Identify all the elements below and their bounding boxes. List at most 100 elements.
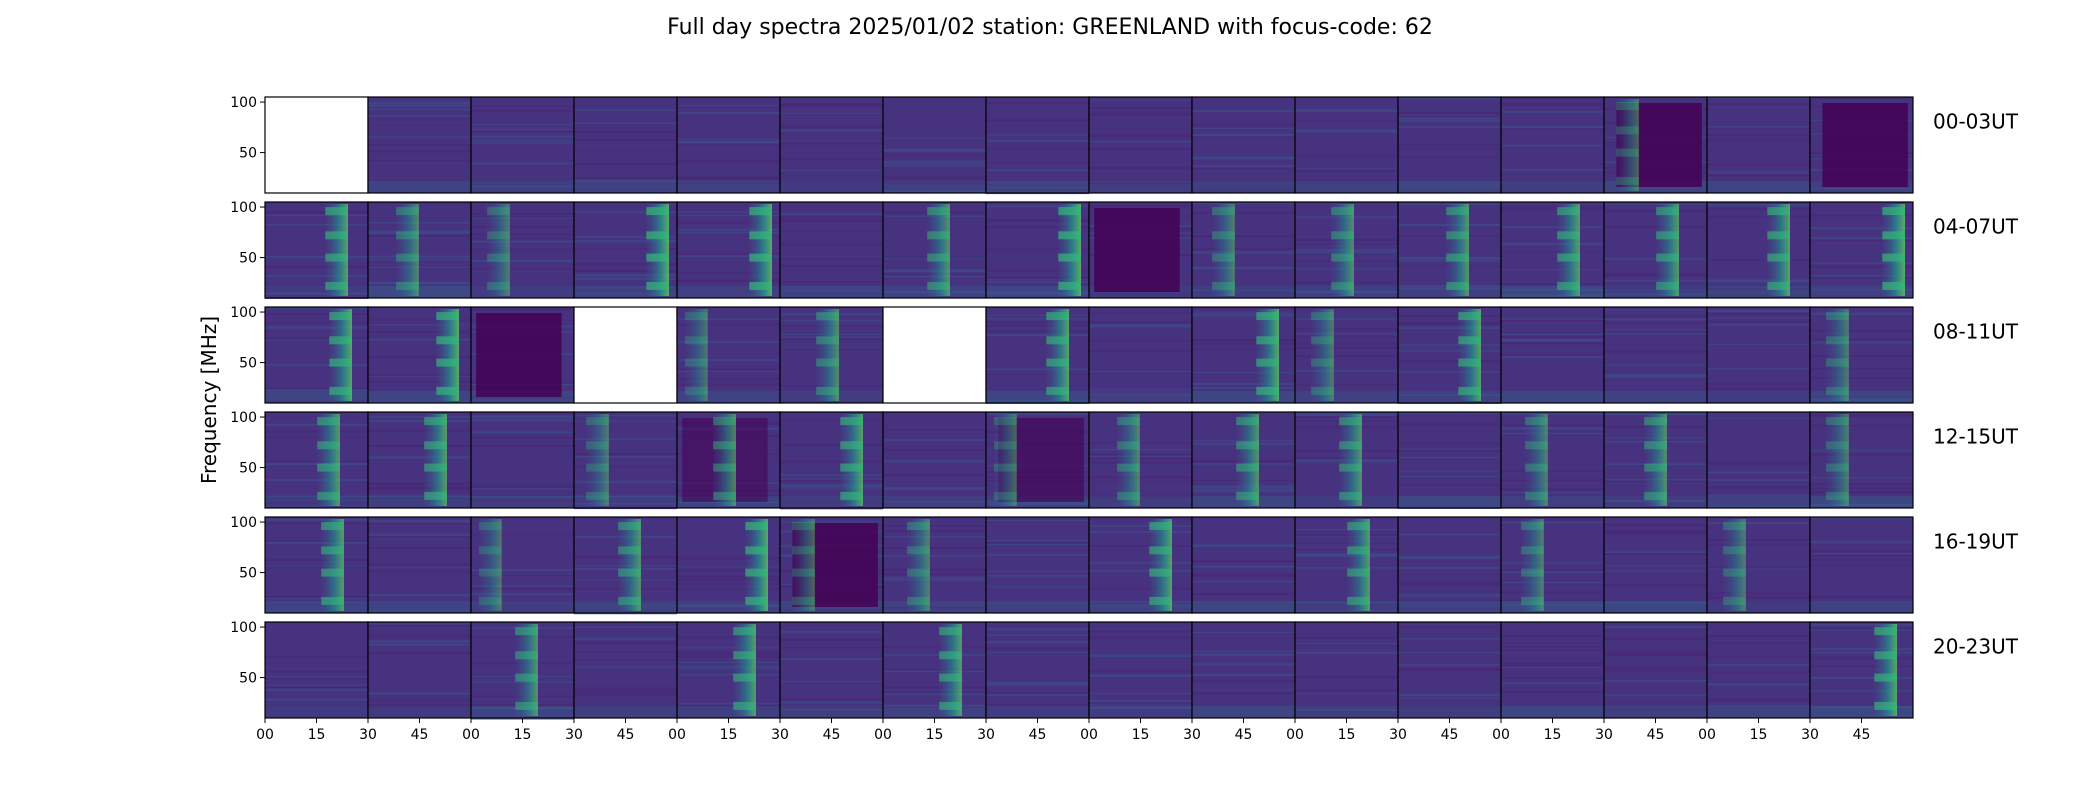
spectral-line — [883, 690, 986, 693]
spectrum-panel — [1809, 621, 1914, 719]
noise-band — [1707, 705, 1810, 718]
spectral-line — [471, 226, 574, 228]
spectral-line — [1398, 584, 1501, 586]
spectrum-panel — [1294, 201, 1399, 299]
spectral-line — [471, 142, 574, 144]
burst-band — [479, 546, 502, 555]
noise-band — [1089, 705, 1192, 718]
spectrum-panel — [367, 201, 472, 299]
spectrum-panel — [1706, 96, 1811, 194]
spectral-line — [1810, 238, 1913, 241]
spectrum-panel — [1088, 201, 1193, 299]
burst-band — [396, 253, 419, 262]
spectral-line — [1295, 155, 1398, 158]
radio-burst — [1117, 414, 1140, 506]
spectral-line — [986, 694, 1089, 696]
spectrum-panel — [1706, 516, 1811, 614]
spectral-line — [1501, 226, 1604, 229]
spectral-line — [368, 416, 471, 418]
spectral-line — [1398, 448, 1501, 450]
spectral-line — [1192, 348, 1295, 351]
spectral-line — [1501, 243, 1604, 246]
spectral-line — [265, 460, 368, 463]
spectral-line — [677, 272, 780, 274]
spectral-line — [1707, 139, 1810, 142]
spectral-line — [1295, 529, 1398, 531]
noise-band — [265, 390, 368, 403]
burst-band — [1058, 281, 1081, 290]
burst-band — [424, 491, 447, 500]
spectral-line — [1089, 495, 1192, 498]
spectral-line — [677, 214, 780, 217]
spectral-line — [368, 374, 471, 377]
spectral-line — [368, 692, 471, 695]
spectral-line — [883, 530, 986, 532]
burst-band — [1149, 546, 1172, 555]
row-time-label: 04-07UT — [1933, 215, 2019, 239]
spectral-line — [1501, 479, 1604, 482]
spectral-line — [1810, 377, 1913, 379]
panel-background — [1398, 307, 1501, 403]
burst-band — [745, 568, 768, 577]
spectral-line — [1398, 143, 1501, 146]
spectral-line — [986, 162, 1089, 164]
spectral-line — [1604, 333, 1707, 335]
noise-band — [574, 705, 677, 718]
spectral-line — [1810, 487, 1913, 490]
spectral-line — [574, 177, 677, 180]
spectrum-panel — [264, 621, 369, 719]
quiet-region — [1094, 208, 1180, 292]
noise-band — [368, 705, 471, 718]
burst-band — [1347, 546, 1370, 555]
radio-burst — [927, 204, 950, 296]
spectral-line — [368, 356, 471, 358]
spectral-line — [1707, 125, 1810, 128]
spectral-line — [471, 216, 574, 218]
spectral-line — [1810, 624, 1913, 626]
burst-band — [329, 386, 352, 395]
burst-band — [685, 336, 708, 345]
spectral-line — [471, 308, 574, 311]
spectral-line — [883, 149, 986, 152]
panel-background — [471, 97, 574, 193]
spectral-line — [1501, 208, 1604, 211]
spectral-line — [1089, 442, 1192, 444]
spectral-line — [1810, 651, 1913, 654]
spectral-line — [1707, 705, 1810, 707]
spectral-line — [1707, 387, 1810, 390]
spectral-line — [883, 693, 986, 696]
spectral-line — [986, 400, 1089, 402]
spectral-line — [1295, 676, 1398, 678]
spectral-line — [1810, 665, 1913, 667]
burst-band — [1149, 522, 1172, 531]
spectrum-panel — [573, 621, 678, 719]
spectrum-panel — [1500, 411, 1605, 509]
burst-band — [1458, 336, 1481, 345]
radio-burst — [1058, 204, 1081, 296]
spectral-line — [1810, 237, 1913, 240]
spectral-line — [1192, 266, 1295, 268]
spectrum-panel — [1294, 516, 1399, 614]
spectral-line — [265, 389, 368, 391]
spectral-line — [1089, 607, 1192, 610]
spectral-line — [1089, 99, 1192, 101]
spectral-line — [986, 330, 1089, 333]
spectral-line — [574, 480, 677, 483]
spectral-line — [1089, 449, 1192, 451]
y-tick-label: 50 — [239, 566, 257, 582]
spectral-line — [265, 462, 368, 465]
spectral-line — [780, 258, 883, 260]
burst-band — [1046, 386, 1069, 395]
spectral-line — [265, 597, 368, 600]
spectral-line — [1295, 342, 1398, 345]
spectral-line — [1604, 523, 1707, 527]
panel-background — [368, 412, 471, 508]
spectral-line — [1398, 557, 1501, 560]
burst-band — [321, 596, 344, 605]
panel-frame — [1809, 96, 1914, 194]
spectral-line — [677, 255, 780, 257]
spectral-line — [1295, 328, 1398, 331]
noise-band — [1192, 285, 1295, 298]
burst-band — [1874, 651, 1897, 660]
quiet-region — [1822, 103, 1908, 187]
